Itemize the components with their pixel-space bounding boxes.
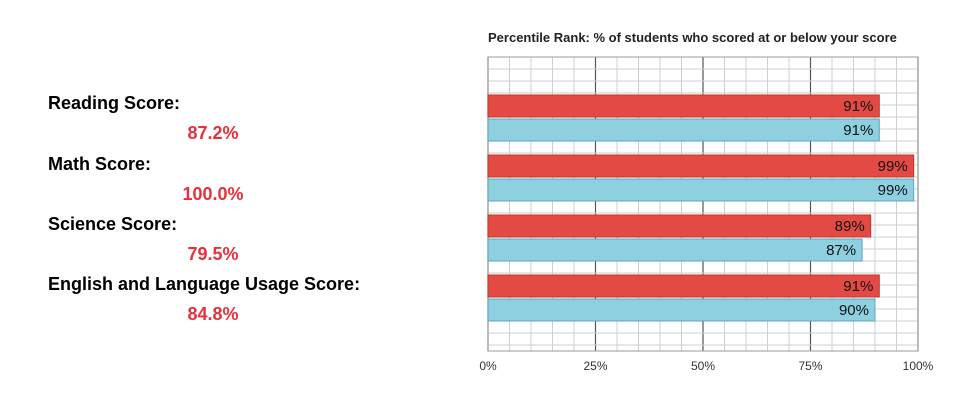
bar [487, 298, 876, 322]
english-score-value: 84.8% [187, 304, 239, 324]
reading-score-label: Reading Score: [48, 93, 181, 113]
english-score-label: English and Language Usage Score: [48, 274, 361, 294]
math-score-label: Math Score: [48, 154, 152, 174]
data-label: 90% [839, 302, 869, 319]
chart-title: Percentile Rank: % of students who score… [488, 30, 897, 45]
data-label: 91% [843, 278, 873, 295]
data-label: 99% [878, 158, 908, 175]
science-score-label: Science Score: [48, 214, 178, 234]
bar [487, 238, 863, 262]
data-label: 91% [843, 98, 873, 115]
plot-border [487, 56, 919, 352]
percentile-chart: Percentile Rank: % of students who score… [470, 24, 950, 384]
data-label: 91% [843, 122, 873, 139]
data-label: 87% [826, 242, 856, 259]
x-tick-label: 100% [903, 359, 934, 373]
bar [487, 214, 872, 238]
x-tick-label: 25% [583, 359, 607, 373]
chart-svg: 91% 99% 89% 91% 91% 99% 87% 90% 0% 25% 50% 75% 100% [479, 56, 934, 373]
data-label: 89% [835, 218, 865, 235]
math-score-value: 100.0% [182, 184, 244, 204]
x-tick-label: 50% [691, 359, 715, 373]
bar [487, 274, 880, 298]
bar [487, 94, 880, 118]
bar [487, 178, 915, 202]
bar [487, 154, 915, 178]
x-tick-label: 0% [479, 359, 497, 373]
science-score-value: 79.5% [187, 244, 239, 264]
x-tick-label: 75% [798, 359, 822, 373]
reading-score-value: 87.2% [187, 123, 239, 143]
bar [487, 118, 880, 142]
data-label: 99% [878, 182, 908, 199]
